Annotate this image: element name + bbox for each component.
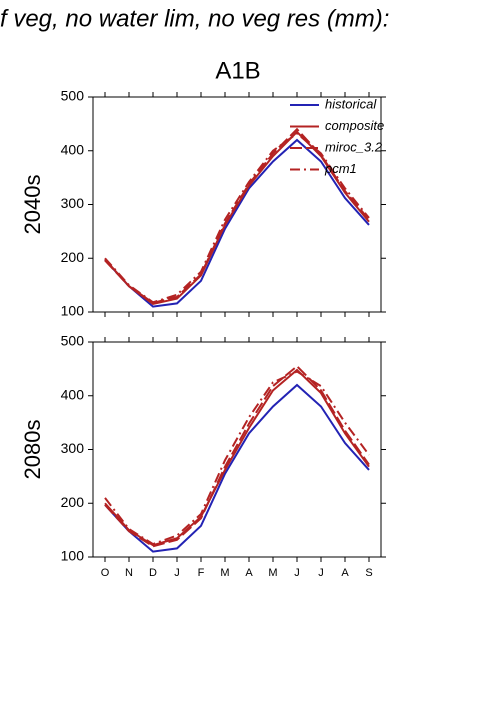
y-tick-label: 500	[61, 88, 85, 104]
legend-label: miroc_3.2	[325, 139, 383, 154]
y-tick-label: 300	[61, 195, 85, 211]
legend-label: composite	[325, 118, 384, 133]
series-line	[104, 138, 370, 308]
y-axis-label: 2080s	[20, 420, 45, 480]
y-tick-label: 400	[61, 386, 85, 402]
chart-subtitle: A1B	[215, 57, 260, 84]
y-tick-label: 400	[61, 141, 85, 157]
series-line	[104, 364, 370, 548]
x-tick-label: J	[294, 567, 300, 579]
y-tick-label: 100	[61, 303, 85, 319]
x-tick-label: M	[268, 567, 277, 579]
y-tick-label: 100	[61, 548, 85, 564]
y-tick-label: 500	[61, 333, 85, 349]
y-tick-label: 200	[61, 494, 85, 510]
x-tick-label: O	[101, 567, 110, 579]
series-line	[104, 130, 370, 306]
y-tick-label: 200	[61, 249, 85, 265]
series-line	[104, 132, 370, 304]
x-tick-label: S	[365, 567, 372, 579]
chart-title: f veg, no water lim, no veg res (mm):	[0, 5, 389, 32]
x-tick-label: J	[318, 567, 324, 579]
series-line	[104, 127, 370, 304]
x-tick-label: D	[149, 567, 157, 579]
x-tick-label: M	[220, 567, 229, 579]
x-tick-label: A	[341, 567, 349, 579]
legend-label: pcm1	[324, 161, 357, 176]
series-line	[104, 370, 370, 546]
x-tick-label: A	[245, 567, 253, 579]
series-line	[104, 368, 370, 547]
x-tick-label: F	[198, 567, 205, 579]
y-tick-label: 300	[61, 440, 85, 456]
x-tick-label: J	[174, 567, 180, 579]
y-axis-label: 2040s	[20, 175, 45, 235]
series-line	[104, 383, 370, 553]
legend-label: historical	[325, 96, 377, 111]
x-tick-label: N	[125, 567, 133, 579]
